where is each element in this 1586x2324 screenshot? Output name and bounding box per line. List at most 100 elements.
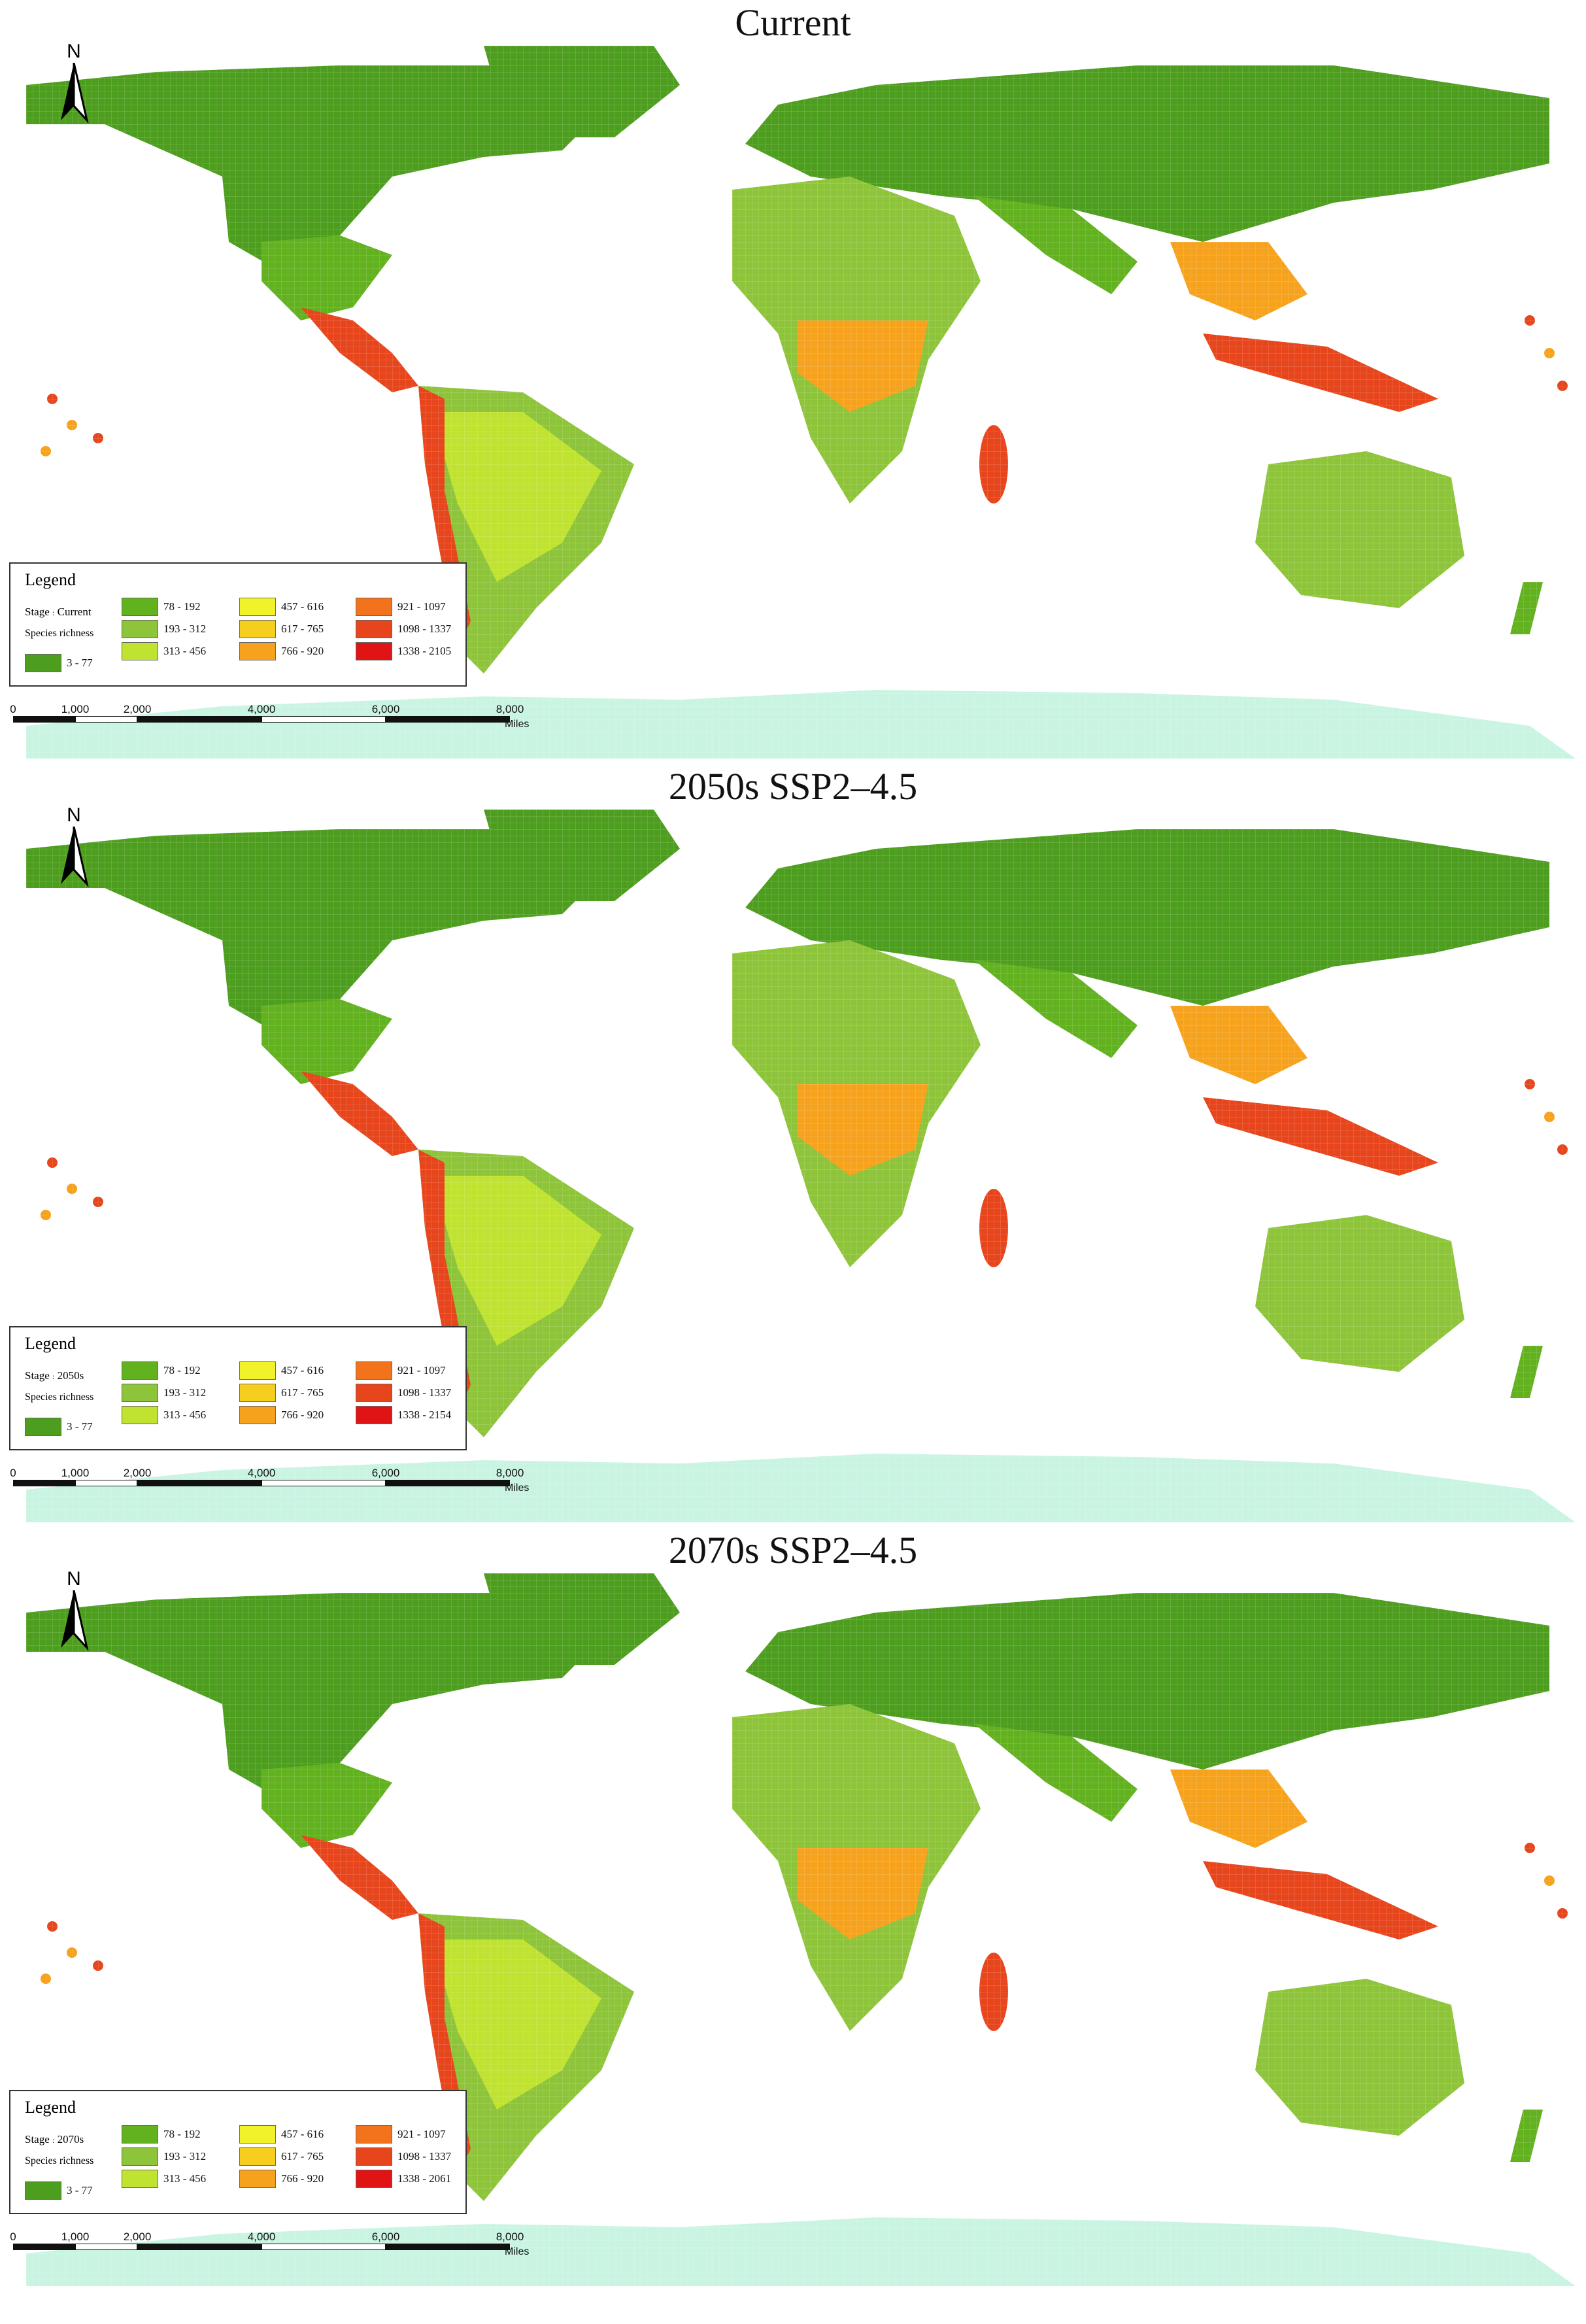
legend-swatch <box>356 598 392 616</box>
legend-swatch <box>122 2125 158 2144</box>
island <box>1525 1079 1535 1089</box>
north-arrow: N <box>51 804 97 889</box>
island <box>93 1960 103 1971</box>
legend-subtitle: Species richness <box>25 1392 94 1403</box>
legend-swatch <box>122 2147 158 2166</box>
north-label: N <box>67 41 81 62</box>
scale-bar: 0 1,000 2,000 4,000 6,000 8,000 Miles <box>10 1467 536 1494</box>
scale-segment <box>137 1480 262 1486</box>
legend-stage: Stage : 2070s <box>25 2133 84 2145</box>
australia <box>1255 451 1464 608</box>
legend-class-label: 1338 - 2061 <box>397 2172 452 2185</box>
new-zealand <box>1510 582 1543 634</box>
north-arrow: N <box>51 41 97 126</box>
madagascar <box>979 1953 1008 2031</box>
scale-segment <box>75 716 137 723</box>
legend-class-label: 313 - 456 <box>163 2172 207 2185</box>
legend-class-label: 1098 - 1337 <box>397 1386 452 1399</box>
island <box>41 1210 51 1220</box>
north-america-south <box>262 235 392 320</box>
scale-tick-label: 2,000 <box>123 703 152 715</box>
scale-tick-label: 1,000 <box>61 703 90 715</box>
legend-swatch <box>239 2170 276 2188</box>
legend-swatch <box>122 1406 158 1424</box>
legend-class-label: 193 - 312 <box>163 1386 207 1399</box>
scale-segment <box>137 716 262 723</box>
indonesia <box>1203 1861 1438 1940</box>
legend-stage-label: Stage <box>25 2133 50 2145</box>
central-america <box>301 1835 418 1920</box>
legend-stage-label: Stage <box>25 1369 50 1382</box>
new-zealand <box>1510 2110 1543 2162</box>
scale-segment <box>262 1480 386 1486</box>
legend-class-label: 766 - 920 <box>281 1409 324 1421</box>
north-arrow-icon <box>61 1590 89 1650</box>
scale-tick-label: 6,000 <box>371 1467 400 1479</box>
panel-title: Current <box>735 1 851 44</box>
legend-swatch <box>239 598 276 616</box>
panel-title: 2070s SSP2–4.5 <box>668 1529 918 1571</box>
island <box>67 1947 77 1958</box>
legend-swatch <box>25 1418 61 1436</box>
island <box>1544 1112 1555 1122</box>
map-panel-2050s: 2050s SSP2–4.5 N Legend Stage : 2050s Sp… <box>0 764 1586 1528</box>
map-panel-2070s: 2070s SSP2–4.5 N Legend Stage : 2070s Sp… <box>0 1528 1586 2291</box>
madagascar <box>979 425 1008 504</box>
legend-swatch <box>122 1361 158 1380</box>
scale-tick-label: 6,000 <box>371 2230 400 2243</box>
scale-tick-label: 6,000 <box>371 703 400 715</box>
legend-class-label: 457 - 616 <box>281 600 324 613</box>
legend-title: Legend <box>25 1334 76 1353</box>
central-america <box>301 307 418 392</box>
scale-segment <box>75 2244 137 2250</box>
scale-unit: Miles <box>505 2246 530 2257</box>
north-arrow-icon <box>61 827 89 887</box>
legend-class-label: 617 - 765 <box>281 1386 324 1399</box>
new-zealand <box>1510 1346 1543 1398</box>
scale-tick-label: 1,000 <box>61 1467 90 1479</box>
scale-tick-label: 8,000 <box>496 2230 524 2243</box>
legend-class-label: 766 - 920 <box>281 2172 324 2185</box>
legend-swatch <box>239 2125 276 2144</box>
legend-class-label: 78 - 192 <box>163 600 201 613</box>
legend-stage-value: 2070s <box>57 2133 84 2145</box>
legend-swatch <box>356 2170 392 2188</box>
scale-tick-label: 4,000 <box>247 703 276 715</box>
legend-subtitle: Species richness <box>25 628 94 639</box>
legend-class-label: 457 - 616 <box>281 1364 324 1376</box>
legend-swatch <box>356 2147 392 2166</box>
legend: Legend Stage : Current Species richness … <box>9 562 467 687</box>
indonesia <box>1203 333 1438 412</box>
southeast-asia <box>1170 242 1308 320</box>
scale-tick-label: 8,000 <box>496 703 524 715</box>
island <box>67 420 77 430</box>
island <box>1557 381 1568 391</box>
scale-tick-label: 4,000 <box>247 2230 276 2243</box>
scale-tick-label: 0 <box>10 2230 16 2243</box>
map-panel-current: Current N Legend Stage : Current Species… <box>0 0 1586 764</box>
island <box>67 1184 77 1194</box>
legend-swatch <box>356 620 392 638</box>
scale-segment <box>386 1480 510 1486</box>
legend-stage: Stage : 2050s <box>25 1369 84 1382</box>
legend-swatch <box>25 2181 61 2200</box>
legend-swatch <box>122 1384 158 1402</box>
legend-class-label: 3 - 77 <box>67 1420 93 1433</box>
legend-swatch <box>356 2125 392 2144</box>
island <box>47 1921 58 1932</box>
legend-class-label: 1338 - 2105 <box>397 645 452 657</box>
scale-tick-label: 2,000 <box>123 1467 152 1479</box>
legend-class-label: 78 - 192 <box>163 2128 201 2140</box>
scale-segment <box>386 716 510 723</box>
legend-class-label: 313 - 456 <box>163 1409 207 1421</box>
north-arrow: N <box>51 1568 97 1653</box>
island <box>93 433 103 443</box>
legend-swatch <box>356 1384 392 1402</box>
legend-class-label: 3 - 77 <box>67 2184 93 2196</box>
legend-class-label: 921 - 1097 <box>397 2128 446 2140</box>
legend: Legend Stage : 2050s Species richness 3 … <box>9 1326 467 1450</box>
island <box>41 446 51 456</box>
legend-class-label: 617 - 765 <box>281 623 324 635</box>
island <box>1557 1144 1568 1155</box>
north-america-south <box>262 1763 392 1848</box>
